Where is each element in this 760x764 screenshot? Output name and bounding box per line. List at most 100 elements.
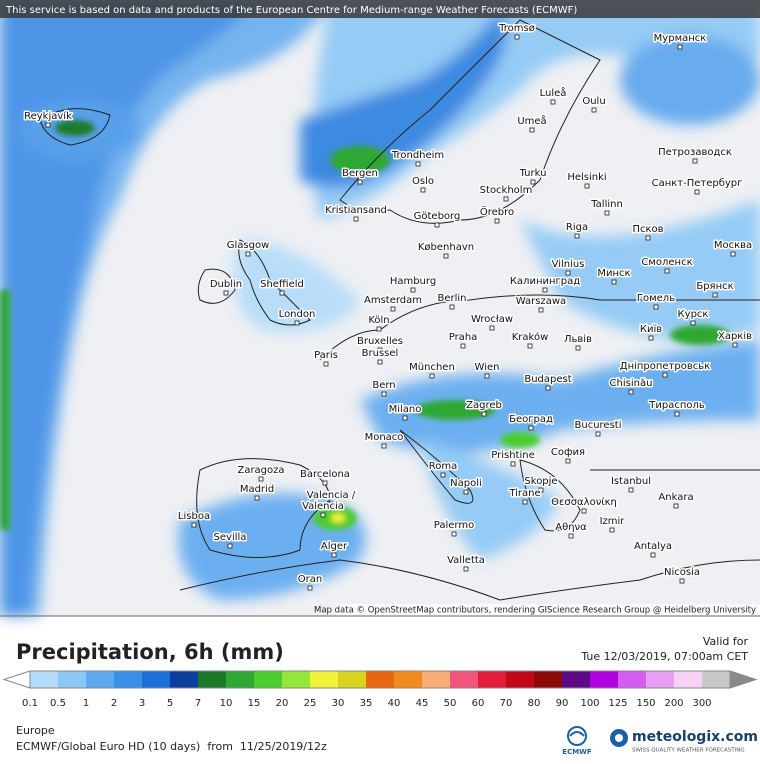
color-cell xyxy=(30,671,58,688)
city-label: Istanbul xyxy=(611,476,651,487)
color-cell xyxy=(58,671,86,688)
city-dot xyxy=(258,476,264,482)
city-dot xyxy=(604,210,610,216)
city-label: Riga xyxy=(566,222,588,233)
scale-label: 80 xyxy=(528,698,541,709)
city-dot xyxy=(377,347,383,353)
scale-label: 60 xyxy=(472,698,485,709)
city-label: Örebro xyxy=(480,205,514,218)
city-dot xyxy=(503,196,509,202)
city-dot xyxy=(645,235,651,241)
city-dot xyxy=(527,343,533,349)
city-dot xyxy=(451,531,457,537)
scale-label: 70 xyxy=(500,698,513,709)
city-dot xyxy=(514,34,520,40)
city-label: Amsterdam xyxy=(364,295,422,306)
coastlines xyxy=(39,19,760,601)
color-cell xyxy=(618,671,646,688)
city-label: София xyxy=(551,447,585,458)
city-dot xyxy=(694,189,700,195)
city-label: Санкт-Петербург xyxy=(652,178,743,189)
scale-label: 2 xyxy=(111,698,117,709)
city-label: Петрозаводск xyxy=(658,147,732,158)
city-label: Θεσσαλονίκη xyxy=(551,496,617,508)
city-dot xyxy=(581,508,587,514)
map: Tromsø Мурманск Reykjavík Luleå Oulu Trondhei… xyxy=(0,0,760,616)
city-label: Berlin xyxy=(437,293,466,304)
city-label: Wien xyxy=(475,362,500,373)
city-dot xyxy=(529,127,535,133)
city-dot xyxy=(565,458,571,464)
legend-title: Precipitation, 6h (mm) xyxy=(16,640,284,664)
city-label: Stockholm xyxy=(480,185,533,196)
city-label: Львів xyxy=(564,333,592,345)
city-label: Тирасполь xyxy=(648,400,705,411)
city-label: Luleå xyxy=(540,86,567,99)
brand: meteologix.com xyxy=(632,729,758,745)
color-cell xyxy=(506,671,534,688)
city-dot xyxy=(223,290,229,296)
city-dot xyxy=(550,99,556,105)
scale-label: 0.5 xyxy=(50,698,66,709)
city-dot xyxy=(353,216,359,222)
city-label: Tromsø xyxy=(498,23,535,34)
city-label: Брянск xyxy=(696,281,733,292)
under-arrow xyxy=(2,670,31,689)
scale-label: 300 xyxy=(692,698,711,709)
city-dot xyxy=(410,287,416,293)
city-label: Sevilla xyxy=(214,532,247,543)
city-label: København xyxy=(418,242,474,253)
city-label: Napoli xyxy=(450,478,482,489)
city-label: Tirane xyxy=(508,488,540,499)
city-dot xyxy=(677,44,683,50)
scale-label: 40 xyxy=(388,698,401,709)
city-label: Trondheim xyxy=(391,150,444,161)
city-label: Antalya xyxy=(634,541,672,552)
city-label: Псков xyxy=(632,224,663,235)
scale-label: 200 xyxy=(664,698,683,709)
scale-label: 20 xyxy=(276,698,289,709)
city-label: Valletta xyxy=(447,555,485,566)
city-dot xyxy=(376,326,382,332)
city-dot xyxy=(460,343,466,349)
scale-label: 90 xyxy=(556,698,569,709)
city-dot xyxy=(245,251,251,257)
over-arrow xyxy=(729,670,758,689)
city-dot xyxy=(484,373,490,379)
ecmwf-text: ECMWF xyxy=(562,748,592,756)
city-dot xyxy=(307,585,313,591)
city-dot xyxy=(381,443,387,449)
scale-label: 45 xyxy=(416,698,429,709)
city-dot xyxy=(628,389,634,395)
color-cell xyxy=(590,671,618,688)
city-dot xyxy=(429,373,435,379)
scale-label: 50 xyxy=(444,698,457,709)
city-dot xyxy=(279,290,285,296)
scale-label: 25 xyxy=(304,698,317,709)
city-dot xyxy=(692,158,698,164)
city-dot xyxy=(679,578,685,584)
city-label: Helsinki xyxy=(567,172,606,183)
city-label: Ankara xyxy=(658,492,693,503)
color-scale: 0.1 0.5 1 2 3 5 7 10 15 20 25 30 35 40 45 50 60 70 80 90 100… xyxy=(2,670,758,709)
scale-label: 125 xyxy=(608,698,627,709)
city-label: Milano xyxy=(389,404,422,415)
attribution-bg xyxy=(336,604,760,616)
city-dot xyxy=(538,487,544,493)
city-dot xyxy=(254,495,260,501)
city-dot xyxy=(377,359,383,365)
city-dot xyxy=(538,307,544,313)
city-dot xyxy=(568,533,574,539)
color-cell xyxy=(142,671,170,688)
color-cell xyxy=(674,671,702,688)
city-dot xyxy=(357,179,363,185)
city-dot xyxy=(323,361,329,367)
city-label: Αθηνα xyxy=(555,522,587,533)
city-dot xyxy=(227,543,233,549)
city-label: Chisinău xyxy=(610,378,653,389)
heavy-precipitation xyxy=(0,120,730,530)
city-dot xyxy=(390,306,396,312)
city-label: Reykjavík xyxy=(24,110,72,122)
city-dot xyxy=(443,253,449,259)
city-dot xyxy=(664,268,670,274)
